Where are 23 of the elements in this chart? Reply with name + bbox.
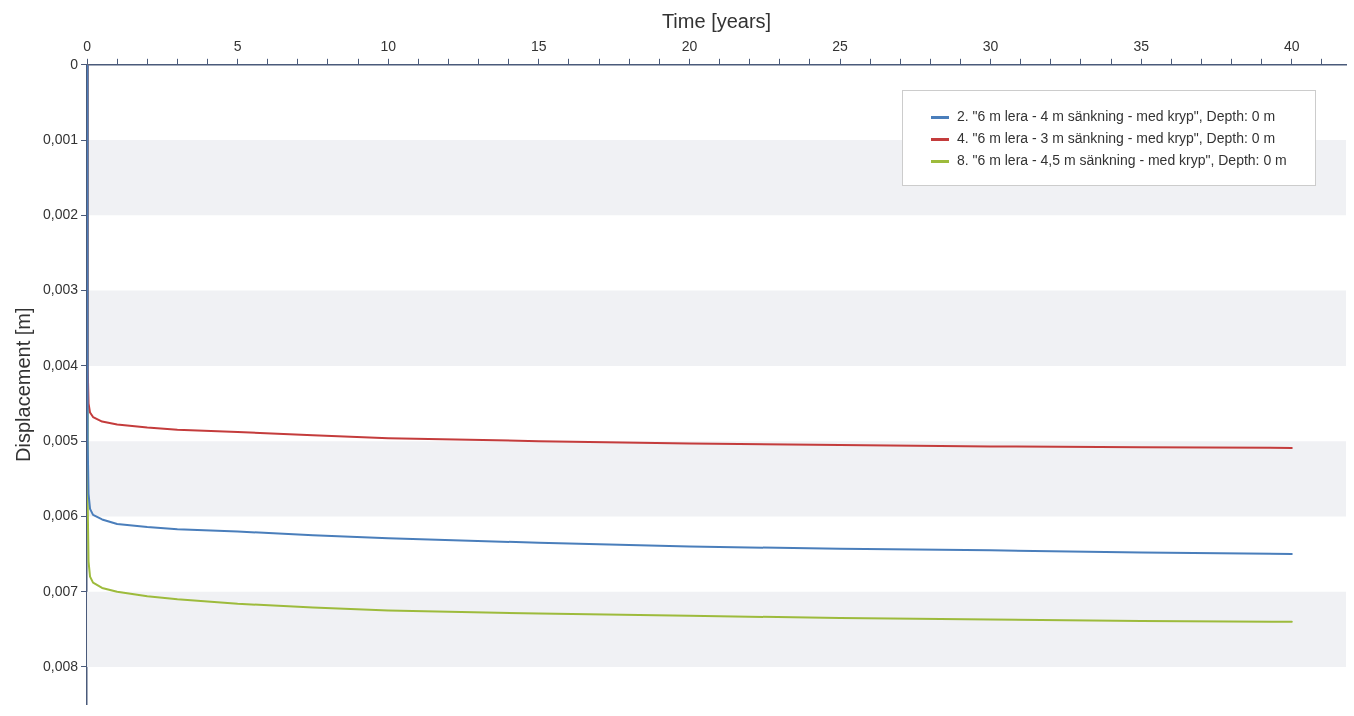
x-tick-label: 40 — [1284, 38, 1300, 55]
x-tick-label: 25 — [832, 38, 848, 55]
legend-label: 4. "6 m lera - 3 m sänkning - med kryp", Depth: 0 m — [957, 129, 1276, 146]
y-tick-label: 0,008 — [42, 657, 79, 674]
x-tick-label: 15 — [531, 38, 547, 55]
y-axis-title: Displacement [m] — [11, 307, 34, 462]
y-tick-label: 0,006 — [42, 507, 79, 524]
legend-label: 2. "6 m lera - 4 m sänkning - med kryp", Depth: 0 m — [957, 107, 1276, 124]
x-axis-title: Time [years] — [661, 9, 772, 32]
x-tick-label: 0 — [83, 38, 92, 55]
x-tick-label: 20 — [681, 38, 698, 55]
legend-label: 8. "6 m lera - 4,5 m sänkning - med kryp", Depth: 0 m — [957, 151, 1287, 168]
x-tick-label: 30 — [982, 38, 999, 55]
y-tick-label: 0,007 — [42, 582, 79, 599]
y-tick-label: 0,004 — [42, 356, 79, 373]
y-tick-label: 0,002 — [42, 206, 79, 223]
y-tick-label: 0,001 — [42, 130, 79, 147]
y-tick-label: 0,005 — [42, 432, 79, 449]
y-tick-label: 0 — [70, 55, 79, 72]
x-tick-label: 5 — [233, 38, 242, 55]
x-tick-label: 10 — [380, 38, 397, 55]
y-tick-label: 0,003 — [42, 281, 79, 298]
x-tick-label: 35 — [1133, 38, 1150, 55]
